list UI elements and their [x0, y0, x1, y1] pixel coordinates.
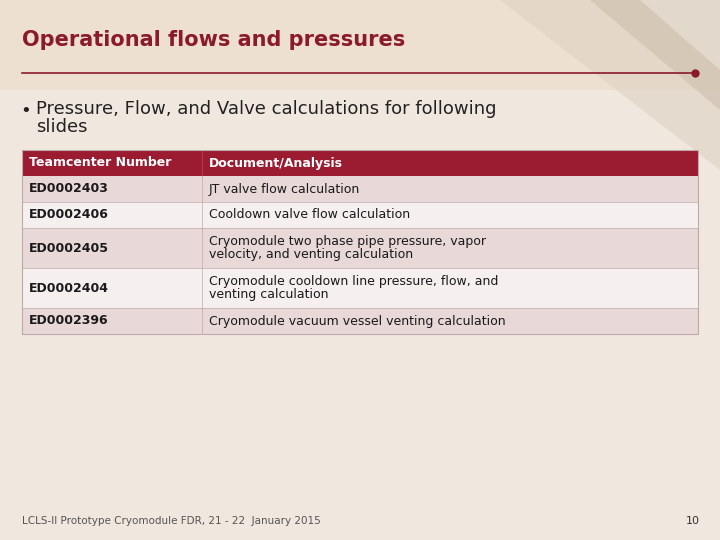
Text: LCLS-II Prototype Cryomodule FDR, 21 - 22  January 2015: LCLS-II Prototype Cryomodule FDR, 21 - 2…: [22, 516, 320, 526]
Text: Pressure, Flow, and Valve calculations for following: Pressure, Flow, and Valve calculations f…: [36, 100, 497, 118]
Bar: [22, 228, 698, 268]
Text: Teamcenter Number: Teamcenter Number: [29, 157, 171, 170]
Polygon shape: [640, 0, 720, 70]
Bar: [22, 202, 698, 228]
Bar: [0, 0, 720, 90]
Bar: [202, 150, 698, 176]
Text: JT valve flow calculation: JT valve flow calculation: [209, 183, 360, 195]
Text: velocity, and venting calculation: velocity, and venting calculation: [209, 248, 413, 261]
Text: venting calculation: venting calculation: [209, 288, 328, 301]
Text: ED0002396: ED0002396: [29, 314, 109, 327]
Bar: [22, 308, 698, 334]
Bar: [22, 176, 698, 202]
Bar: [22, 268, 698, 308]
Text: Cryomodule cooldown line pressure, flow, and: Cryomodule cooldown line pressure, flow,…: [209, 275, 498, 288]
Text: ED0002403: ED0002403: [29, 183, 109, 195]
Text: Cryomodule two phase pipe pressure, vapor: Cryomodule two phase pipe pressure, vapo…: [209, 235, 486, 248]
Text: Document/Analysis: Document/Analysis: [209, 157, 343, 170]
Text: ED0002406: ED0002406: [29, 208, 109, 221]
Text: Cryomodule vacuum vessel venting calculation: Cryomodule vacuum vessel venting calcula…: [209, 314, 505, 327]
Text: Cooldown valve flow calculation: Cooldown valve flow calculation: [209, 208, 410, 221]
Text: ED0002405: ED0002405: [29, 241, 109, 254]
Text: 10: 10: [686, 516, 700, 526]
Text: slides: slides: [36, 118, 88, 136]
Text: Operational flows and pressures: Operational flows and pressures: [22, 30, 405, 50]
Bar: [22, 150, 698, 334]
Text: •: •: [20, 102, 31, 120]
Polygon shape: [590, 0, 720, 110]
Polygon shape: [500, 0, 720, 170]
Bar: [22, 150, 202, 176]
Text: ED0002404: ED0002404: [29, 281, 109, 294]
